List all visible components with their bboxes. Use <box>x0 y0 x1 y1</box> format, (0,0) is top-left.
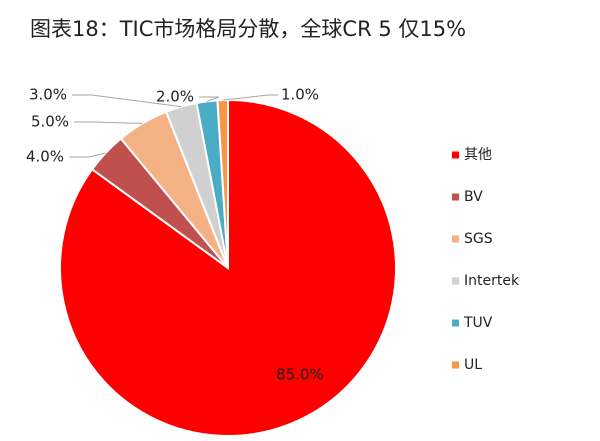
legend-swatch <box>452 361 459 369</box>
data-label: 85.0% <box>276 366 324 384</box>
pie-slice <box>59 98 397 437</box>
legend-swatch <box>452 235 459 243</box>
legend-label: TUV <box>463 315 493 331</box>
legend-label: UL <box>464 357 482 373</box>
legend-label: BV <box>464 189 483 205</box>
data-label: 5.0% <box>31 113 69 131</box>
leader-line <box>222 94 278 101</box>
legend-swatch <box>452 319 459 327</box>
legend-swatch <box>452 277 459 285</box>
data-label: 4.0% <box>26 148 64 166</box>
chart-title: 图表18：TIC市场格局分散，全球CR 5 仅15% <box>30 17 466 41</box>
leader-line <box>199 96 220 102</box>
legend-swatch <box>452 151 459 159</box>
leader-line <box>69 152 106 158</box>
pie-slice <box>216 98 229 269</box>
legend-swatch <box>452 193 459 201</box>
leader-line <box>74 121 143 124</box>
data-label: 2.0% <box>156 88 194 106</box>
data-label: 1.0% <box>281 86 319 104</box>
data-label: 3.0% <box>29 86 67 104</box>
legend-label: 其他 <box>464 147 492 163</box>
legend-label: SGS <box>464 231 493 247</box>
legend-label: Intertek <box>464 273 520 289</box>
leader-line <box>72 94 182 108</box>
